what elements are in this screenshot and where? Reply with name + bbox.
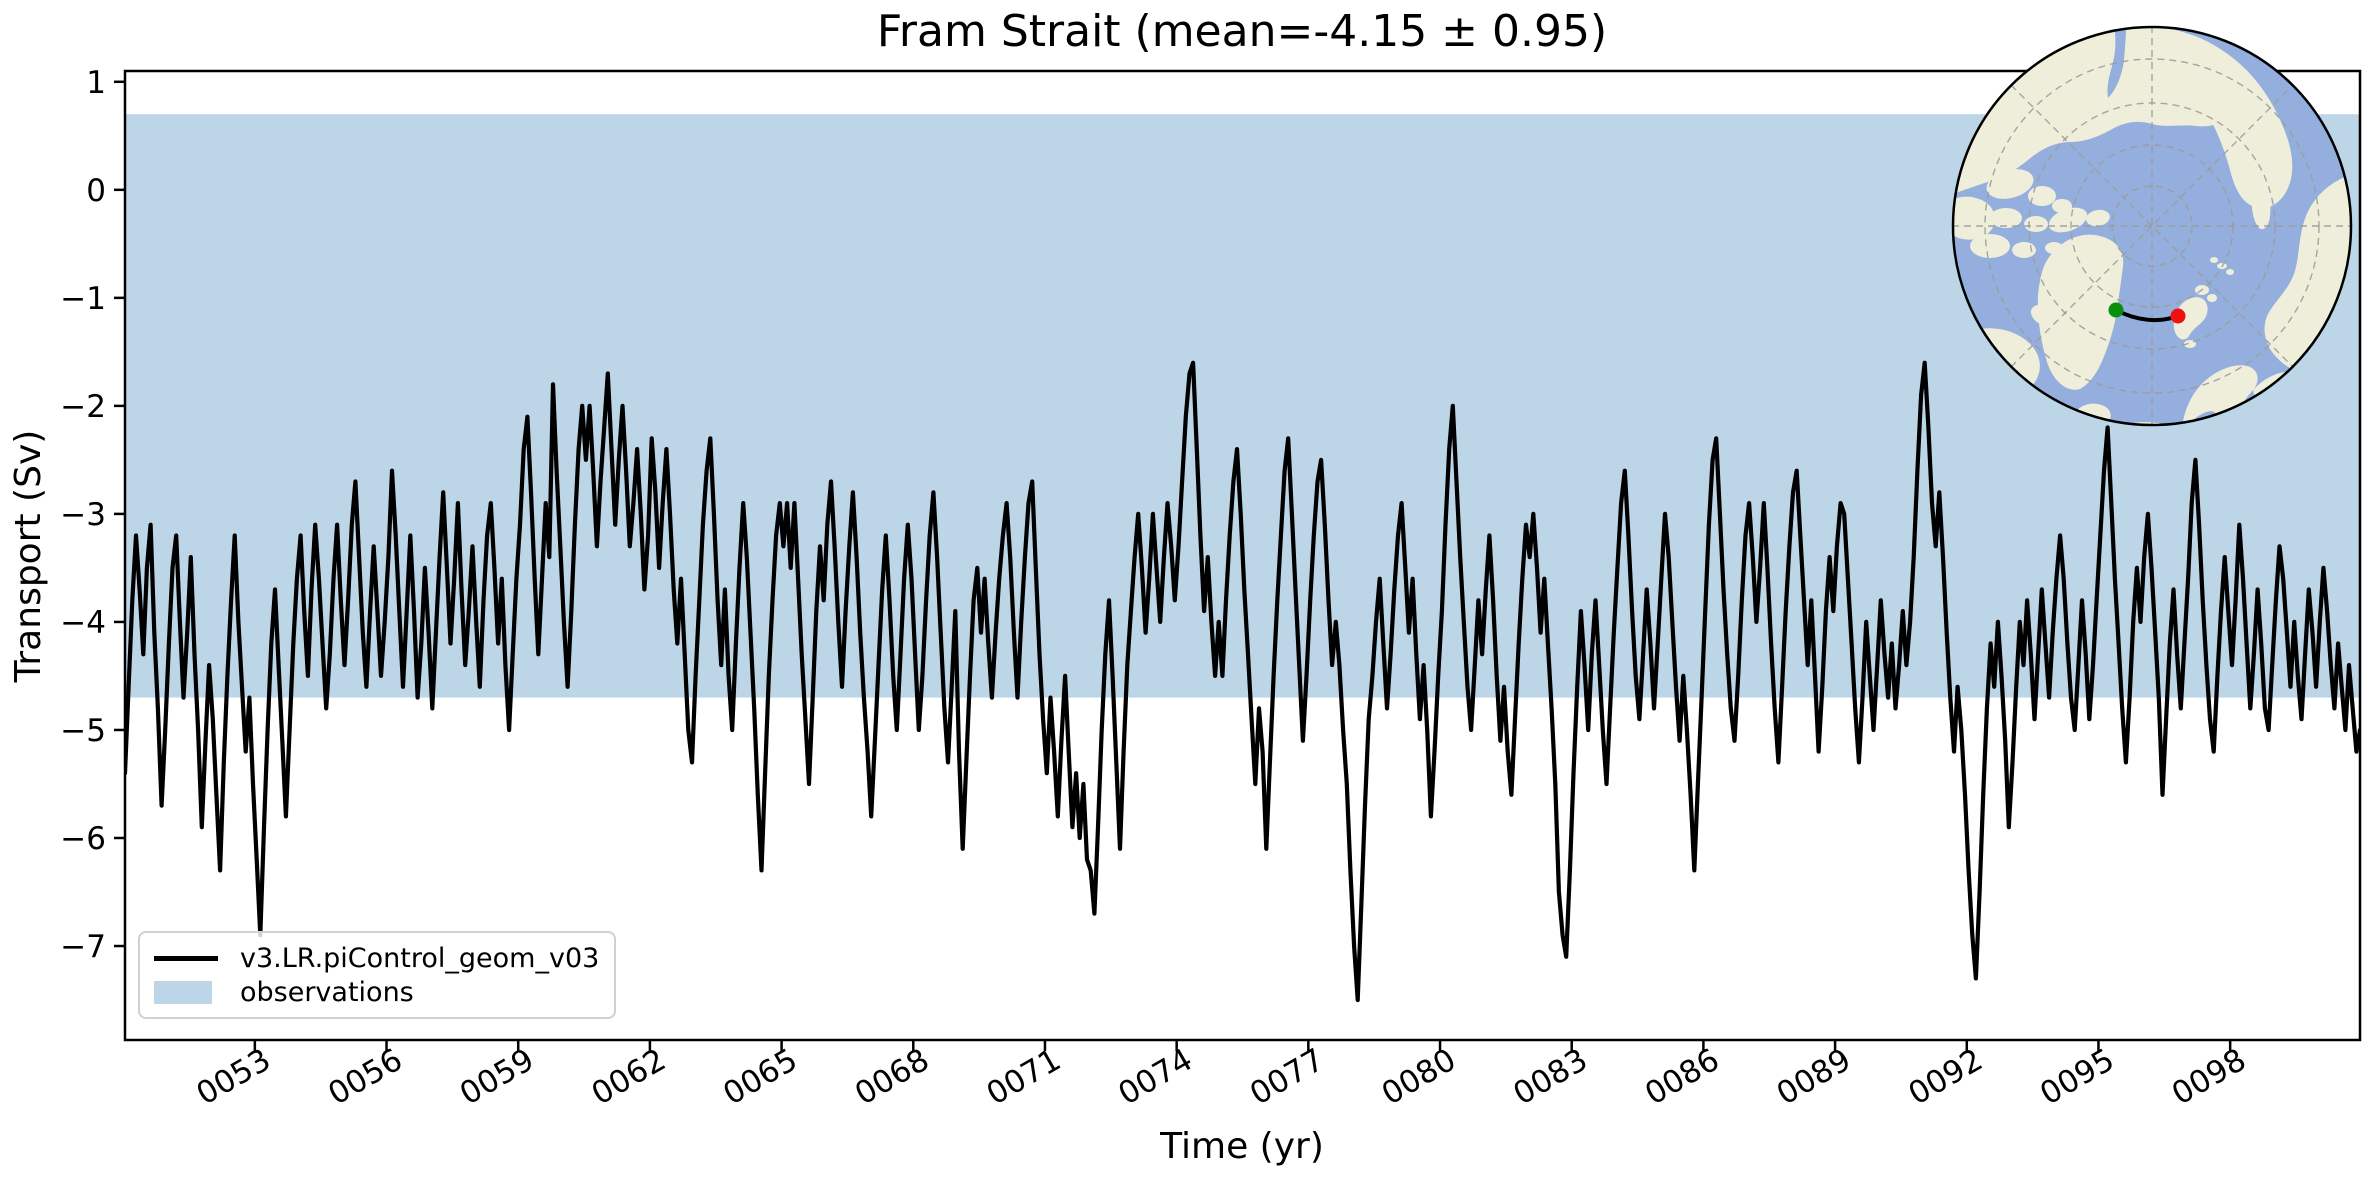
x-tick-label: 0098 [2166,1042,2252,1113]
x-tick-label: 0062 [586,1042,672,1113]
section-end-marker [2170,308,2186,324]
map-outline-circle [1951,25,2353,427]
x-tick-label: 0086 [1639,1042,1725,1113]
x-tick-label: 0059 [454,1042,540,1113]
map-graticule [1953,27,2351,425]
x-tick-label: 0056 [322,1042,408,1113]
land-arctic-island [1990,208,2022,228]
land-svalbard-island [2207,294,2217,302]
legend-label-model: v3.LR.piControl_geom_v03 [240,942,600,974]
land-scandinavia [2182,365,2258,425]
land-greenland [2037,234,2124,390]
land-arctic-island [2012,242,2036,258]
y-tick-label: 1 [86,65,106,101]
land-arctic-island [1970,234,2010,258]
observations-patch-swatch [154,980,212,1004]
y-tick-label: −1 [60,281,106,317]
white-sea-notch [2274,384,2290,396]
land-svalbard-island [2184,340,2196,348]
legend: v3.LR.piControl_geom_v03 observations [138,931,616,1019]
x-tick-label: 0074 [1112,1042,1198,1113]
data-line-layer [126,360,2359,1003]
land-arctic-island [1986,169,2034,199]
x-tick-label: 0053 [191,1042,277,1113]
model-line-swatch [154,955,218,961]
land-baffin [2030,304,2062,328]
x-tick-label: 0089 [1771,1042,1857,1113]
land-novaya-zemlya [2251,172,2271,230]
section-start-marker [2108,302,2124,318]
y-tick-label: −6 [60,821,106,857]
land-canada-left-edge [1953,196,1995,240]
x-tick-label: 0092 [1902,1042,1988,1113]
land-north-america-siberia-top [1953,27,2252,194]
land-arctic-island [2086,209,2110,227]
x-tick-label: 0071 [981,1042,1067,1113]
arctic-inset-map [1951,25,2353,427]
x-tick-label: 0077 [1244,1042,1330,1113]
y-tick-label: −3 [60,497,106,533]
hudson-bay-notch [1966,354,1994,374]
legend-entry-observations: observations [154,975,600,1009]
y-tick-label: −2 [60,389,106,425]
x-tick-label: 0080 [1376,1042,1462,1113]
y-tick-label: 0 [86,173,106,209]
land-arctic-island [2028,186,2056,206]
y-tick-label: −7 [60,929,106,965]
x-tick-label: 0083 [1507,1042,1593,1113]
land-franz-josef [2210,257,2218,263]
x-axis-label: Time (yr) [1159,1126,1324,1167]
x-tick-label: 0095 [2034,1042,2120,1113]
model-line [126,360,2359,1003]
chart-title: Fram Strait (mean=-4.15 ± 0.95) [877,6,1607,57]
land-wrangel-island [2140,72,2160,84]
axes-spines-layer [123,69,2362,1042]
land-arctic-island [2052,327,2072,341]
land-east-siberia [2199,71,2293,209]
axes-frame [123,69,2362,1042]
x-tick-label: 0068 [849,1042,935,1113]
x-tick-label: 0065 [717,1042,803,1113]
y-tick-label: −5 [60,713,106,749]
y-axis-label: Transport (Sv) [8,430,49,684]
land-franz-josef [2226,269,2234,275]
land-svalbard [2173,297,2208,340]
land-arctic-island [2024,216,2048,232]
y-tick-label: −4 [60,605,106,641]
legend-entry-model: v3.LR.piControl_geom_v03 [154,941,600,975]
legend-label-observations: observations [240,976,414,1008]
